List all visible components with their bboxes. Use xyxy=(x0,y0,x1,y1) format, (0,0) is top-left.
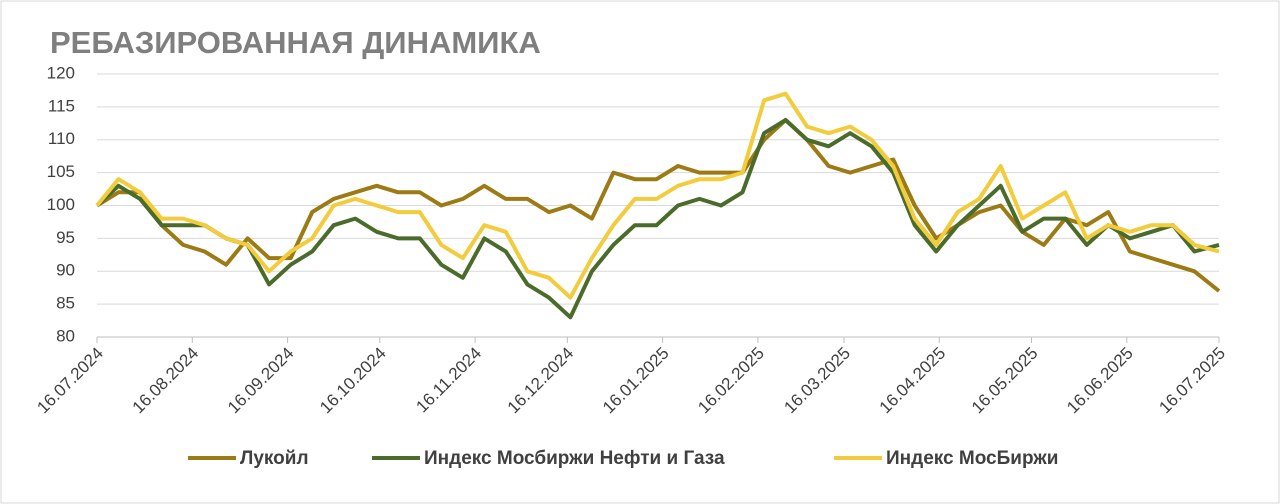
legend-label: Индекс Мосбиржи Нефти и Газа xyxy=(424,448,725,469)
y-tick-label: 85 xyxy=(56,294,75,313)
series-line xyxy=(95,91,1220,300)
y-tick-label: 120 xyxy=(47,63,75,82)
legend-label: Лукойл xyxy=(240,448,309,469)
y-tick-label: 80 xyxy=(56,326,75,345)
y-tick-label: 100 xyxy=(47,195,75,214)
y-tick-label: 90 xyxy=(56,261,75,280)
chart-title: РЕБАЗИРОВАННАЯ ДИНАМИКА xyxy=(50,25,541,60)
y-tick-label: 95 xyxy=(56,228,75,247)
series-line xyxy=(95,118,1220,320)
legend-label: Индекс МосБиржи xyxy=(886,448,1058,469)
y-tick-label: 105 xyxy=(47,162,75,181)
y-tick-label: 115 xyxy=(48,96,75,115)
y-tick-label: 110 xyxy=(48,129,75,148)
